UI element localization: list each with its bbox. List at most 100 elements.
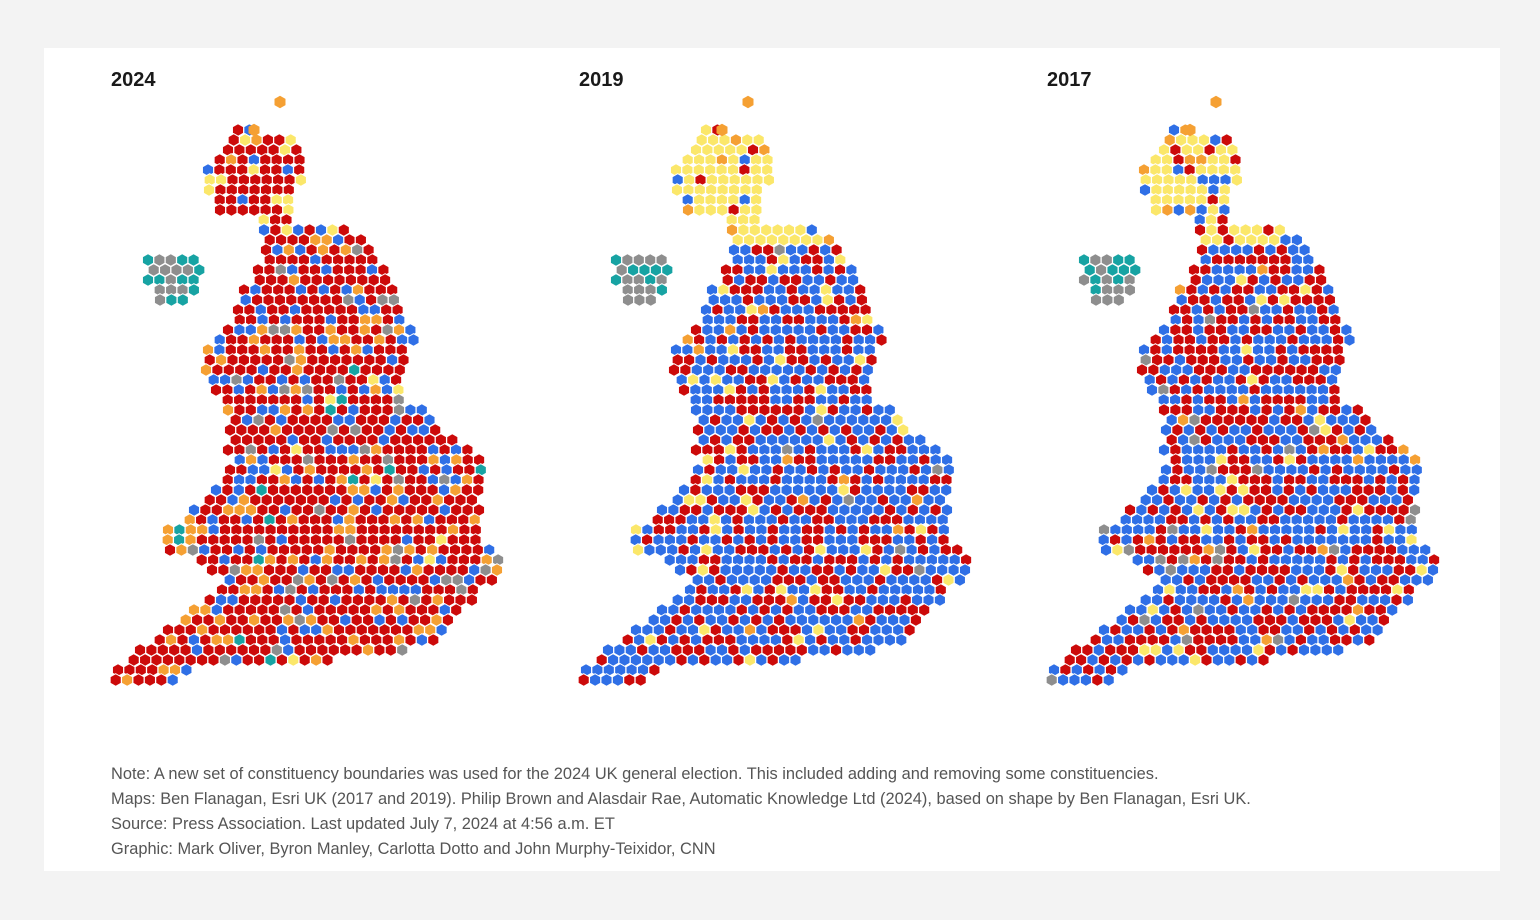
constituency-hex	[384, 643, 397, 657]
constituency-hex	[483, 543, 496, 557]
constituency-hex	[1226, 143, 1239, 157]
constituency-hex	[392, 393, 405, 407]
constituency-hex	[491, 563, 503, 577]
constituency-hex	[1101, 293, 1114, 307]
constituency-hex	[875, 333, 888, 347]
constituency-hex	[310, 653, 323, 667]
constituency-hex	[883, 403, 896, 417]
constituency-hex	[891, 413, 904, 427]
constituency-hex	[427, 633, 440, 647]
constituency-hex	[393, 363, 406, 377]
constituency-hex	[287, 653, 300, 667]
constituency-hex	[392, 383, 405, 397]
constituency-hex	[1211, 653, 1224, 667]
constituency-hex	[716, 123, 728, 137]
constituency-hex	[716, 203, 729, 217]
constituency-hex	[698, 653, 711, 667]
constituency-hex	[207, 653, 220, 667]
constituency-hex	[1123, 253, 1136, 267]
constituency-hex	[321, 653, 334, 667]
constituency-hex	[466, 583, 479, 597]
constituency-hex	[1290, 233, 1303, 247]
constituency-hex	[654, 543, 667, 557]
constituency-hex	[897, 423, 910, 437]
constituency-hex	[1328, 383, 1341, 397]
constituency-hex	[391, 303, 404, 317]
constituency-hex	[1116, 663, 1129, 677]
constituency-hex	[474, 573, 487, 587]
constituency-hex	[465, 593, 478, 607]
constituency-hex	[1184, 123, 1196, 137]
constituency-hex	[354, 233, 367, 247]
constituency-hex	[752, 133, 765, 147]
constituency-hex	[395, 343, 408, 357]
hex-map-canvas	[577, 95, 973, 687]
constituency-hex	[830, 643, 842, 657]
constituency-hex	[845, 263, 858, 277]
constituency-hex	[623, 673, 636, 687]
constituency-hex	[1359, 413, 1372, 427]
map-year-title: 2024	[111, 69, 156, 91]
constituency-hex	[469, 533, 482, 547]
constituency-hex	[222, 403, 234, 417]
constituency-hex	[461, 443, 474, 457]
constituency-hex	[678, 383, 690, 397]
constituency-hex	[337, 223, 350, 237]
constituency-hex	[634, 673, 647, 687]
constituency-hex	[473, 503, 485, 517]
constituency-hex	[415, 403, 428, 417]
maps-credit-line: Maps: Ben Flanagan, Esri UK (2017 and 20…	[111, 790, 1251, 808]
constituency-hex	[864, 643, 877, 657]
constituency-hex	[404, 633, 417, 647]
constituency-hex	[903, 623, 916, 637]
constituency-hex	[1286, 643, 1299, 657]
constituency-hex	[1315, 273, 1328, 287]
hex-map-2017: 2017	[980, 48, 1450, 738]
constituency-hex	[940, 483, 953, 497]
constituency-hex	[175, 543, 188, 557]
constituency-hex	[1257, 653, 1270, 667]
constituency-hex	[1123, 283, 1136, 297]
constituency-hex	[709, 653, 722, 667]
constituency-hex	[1340, 323, 1353, 337]
constituency-hex	[1408, 483, 1421, 497]
constituency-hex	[933, 493, 946, 507]
constituency-hex	[1333, 353, 1346, 367]
constituency-hex	[847, 273, 860, 287]
constituency-hex	[1132, 653, 1145, 667]
constituency-hex	[1184, 203, 1197, 217]
constituency-hex	[1142, 563, 1154, 577]
constituency-hex	[293, 163, 306, 177]
constituency-hex	[450, 603, 463, 617]
constituency-hex	[186, 543, 199, 557]
constituency-hex	[872, 323, 885, 337]
constituency-hex	[1057, 673, 1070, 687]
constituency-hex	[610, 273, 622, 287]
constituency-hex	[937, 523, 950, 537]
constituency-hex	[473, 453, 486, 467]
constituency-hex	[789, 653, 802, 667]
constituency-hex	[761, 163, 774, 177]
constituency-hex	[918, 603, 931, 617]
constituency-hex	[327, 643, 340, 657]
constituency-hex	[1218, 203, 1231, 217]
constituency-hex	[1158, 403, 1170, 417]
constituency-hex	[195, 553, 208, 567]
source-line: Source: Press Association. Last updated …	[111, 815, 615, 833]
constituency-hex	[1365, 423, 1378, 437]
constituency-hex	[387, 293, 400, 307]
constituency-hex	[280, 213, 293, 227]
constituency-hex	[1177, 653, 1190, 667]
constituency-hex	[217, 563, 230, 577]
constituency-hex	[1275, 643, 1288, 657]
constituency-hex	[632, 543, 644, 557]
constituency-hex	[474, 463, 487, 477]
constituency-hex	[1143, 653, 1156, 667]
constituency-hex	[1309, 643, 1322, 657]
constituency-hex	[339, 643, 352, 657]
hex-map-canvas	[1045, 95, 1441, 687]
constituency-hex	[200, 363, 212, 377]
constituency-hex	[1405, 533, 1418, 547]
constituency-hex	[841, 643, 854, 657]
constituency-hex	[142, 273, 154, 287]
